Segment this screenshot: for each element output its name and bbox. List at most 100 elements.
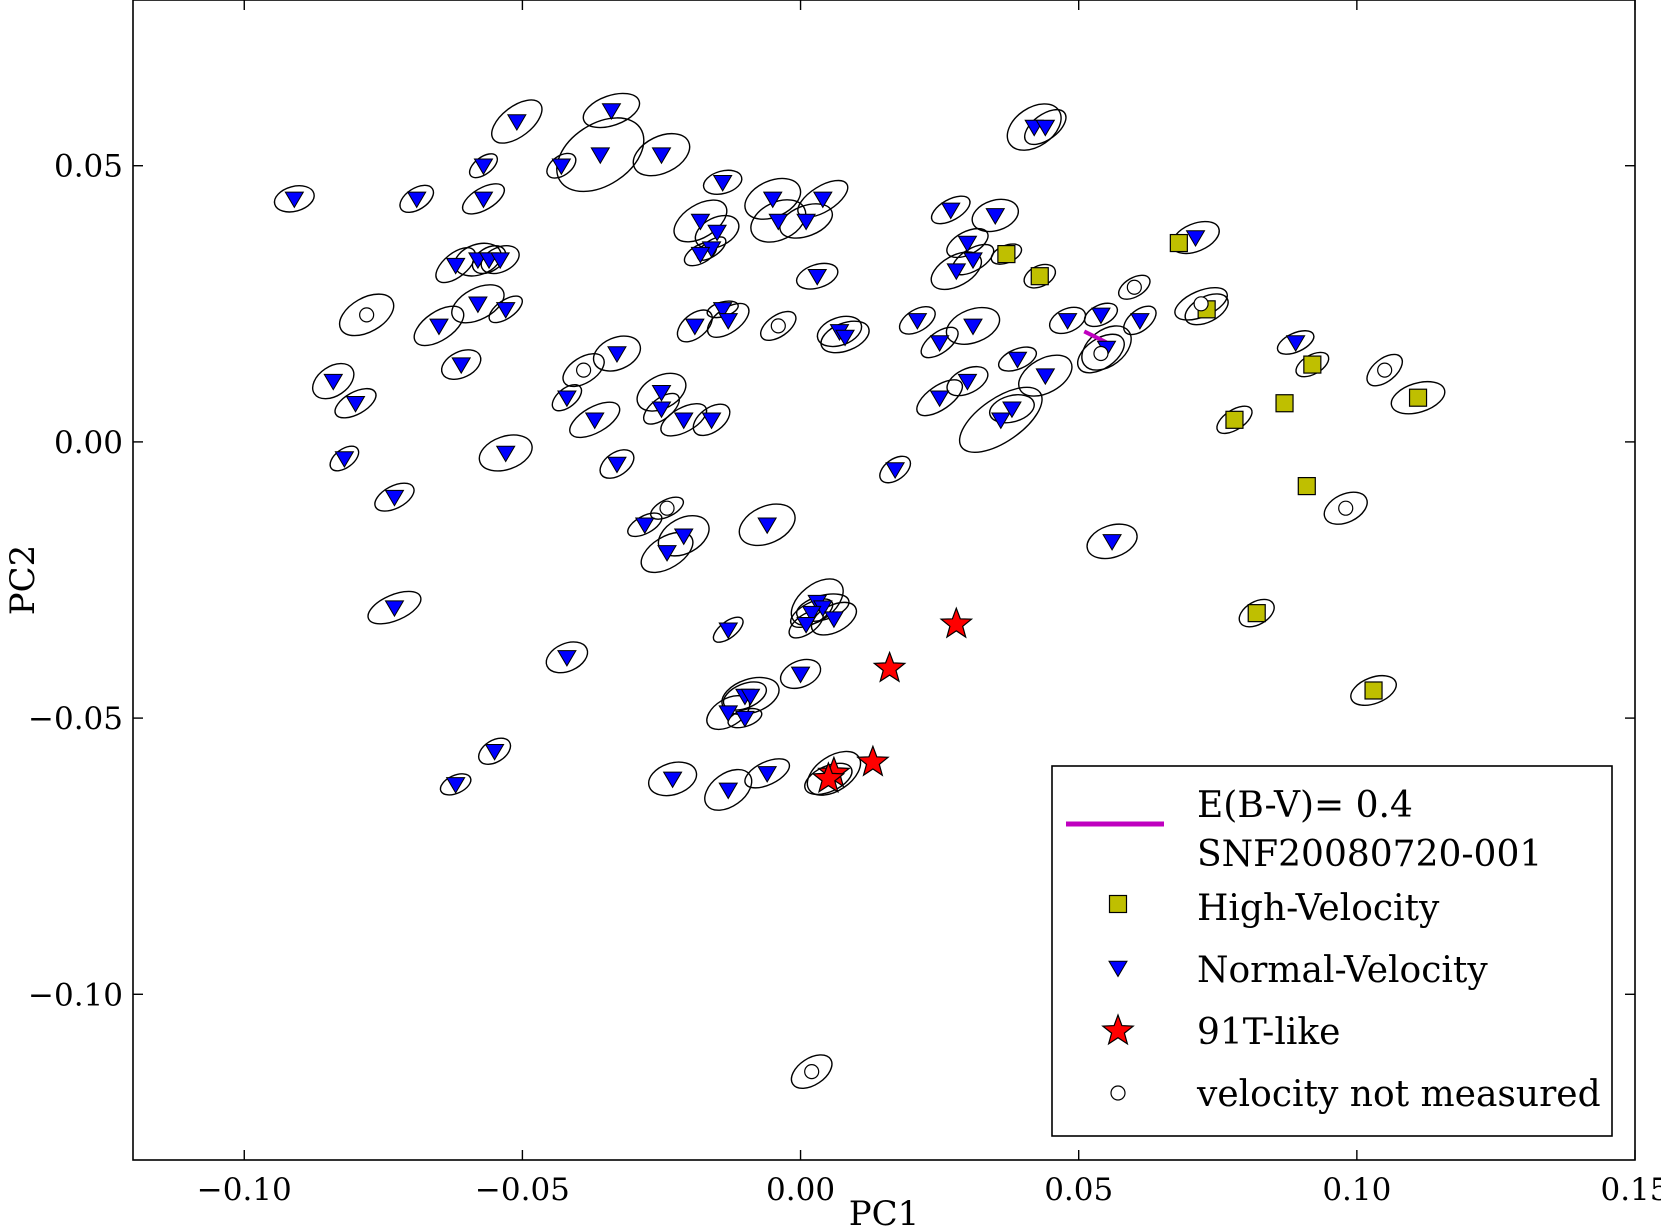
uncertainty-ellipse [1238,598,1275,628]
legend-swatch-91t-like [1101,1013,1135,1046]
normal-velocity-point [1035,368,1056,386]
normal-velocity-point [1007,351,1028,369]
velocity-not-measured-point [359,307,375,323]
normal-velocity-point [490,252,511,270]
normal-velocity-point [985,208,1006,225]
uncertainty-ellipse [273,185,315,213]
normal-velocity-point [495,445,516,463]
uncertainty-ellipse [478,434,533,472]
x-tick-label: −0.05 [475,1172,570,1208]
legend-label-reddening-line1: E(B-V)= 0.4 [1197,785,1413,826]
normal-velocity-point [796,213,816,231]
normal-velocity-point [1002,401,1022,419]
normal-velocity-point [957,373,978,391]
normal-velocity-point [957,235,978,253]
x-axis-label: PC1 [849,1194,920,1228]
legend-star-marker [1101,1013,1135,1046]
high-velocity-point [1408,388,1428,407]
normal-velocity-point [1091,307,1111,325]
uncertainty-ellipse [930,195,971,225]
uncertainty-ellipse [1048,306,1087,335]
legend-triangle-marker [1108,960,1128,978]
uncertainty-ellipse [988,394,1035,424]
t91-like-point [856,744,890,777]
normal-velocity-point [718,313,739,330]
uncertainty-ellipse [1077,333,1125,374]
uncertainty-ellipse [804,762,853,796]
axes: −0.10 −0.05 0.00 0.05 0.10 0.15 0.05 0.00 −0.05 −… [3,0,1661,1228]
normal-velocity-point [757,517,778,535]
uncertainty-ellipse [692,403,731,437]
t91-like-point [939,606,974,639]
normal-velocity-point [1102,534,1122,551]
legend-circle-marker [1110,1085,1126,1101]
uncertainty-ellipse [779,203,834,239]
normal-velocity-point [801,605,822,623]
normal-velocity-point [768,213,789,231]
uncertainty-ellipse [451,284,505,324]
y-axis-label: PC2 [3,545,43,616]
normal-velocity-point [284,191,305,209]
high-velocity-point [1225,410,1244,429]
normal-velocity-point [406,191,427,209]
uncertainty-ellipse [997,346,1038,372]
normal-velocity-point [673,412,694,430]
uncertainty-ellipse [738,503,796,547]
high-velocity-point [1169,233,1188,253]
normal-velocity-point [835,329,855,347]
velocity-not-measured-point [770,318,786,334]
normal-velocity-point [929,335,950,353]
normal-velocity-point [885,462,906,480]
normal-velocity-point [384,489,405,507]
legend-frame [1051,765,1613,1137]
plot-frame [132,0,1636,1161]
legend-label-velocity-not-measured: velocity not measured [1196,1074,1601,1115]
uncertainty-ellipse [789,598,834,629]
normal-velocity-point [712,175,733,192]
uncertainty-ellipse [1276,330,1315,355]
normal-velocity-point [963,252,983,270]
normal-velocity-point [1035,119,1056,137]
normal-velocity-point [1185,230,1206,248]
high-velocity-point [1030,267,1049,286]
uncertainty-ellipse [1081,325,1132,371]
normal-velocity-point [712,302,733,319]
uncertainty-ellipse [471,245,507,275]
uncertainty-ellipse [312,362,355,400]
normal-velocity-point [468,296,488,314]
normal-velocity-point [929,390,950,408]
reddening-vector-group [1083,329,1108,345]
uncertainty-ellipse [439,773,472,796]
normal-velocity-point [334,451,355,469]
normal-velocity-point [584,412,605,430]
x-tick-label: −0.10 [197,1172,292,1208]
uncertainty-ellipse [650,496,685,520]
normal-velocity-point [796,616,816,634]
legend-label-normal-velocity: Normal-Velocity [1197,950,1488,991]
normal-velocity-point [824,611,844,629]
uncertainty-ellipse [744,758,791,789]
uncertainty-ellipse [676,309,713,343]
high-velocity-point [1275,394,1294,413]
uncertainty-ellipse [627,512,663,538]
normal-velocity-point [1130,313,1150,330]
uncertainty-ellipse [958,386,1043,454]
uncertainty-ellipse [556,117,645,193]
uncertainty-ellipse [702,169,743,195]
uncertainty-ellipse [721,676,780,716]
uncertainty-ellipse [569,401,621,439]
normal-velocity-point [673,528,694,546]
velocity-not-measured-point [1338,500,1354,516]
uncertainty-ellipse [790,1054,833,1090]
normal-velocity-point [718,622,739,640]
velocity-not-measured-point [804,1064,820,1080]
normal-velocity-point [940,202,961,220]
uncertainty-ellipse [920,326,959,359]
uncertainty-ellipse [647,761,698,797]
normal-velocity-point [963,318,983,336]
velocity-not-measured-point [1093,345,1109,362]
uncertainty-ellipse [413,305,465,347]
high-velocity-point [1364,681,1383,700]
normal-velocity-point [684,318,705,336]
